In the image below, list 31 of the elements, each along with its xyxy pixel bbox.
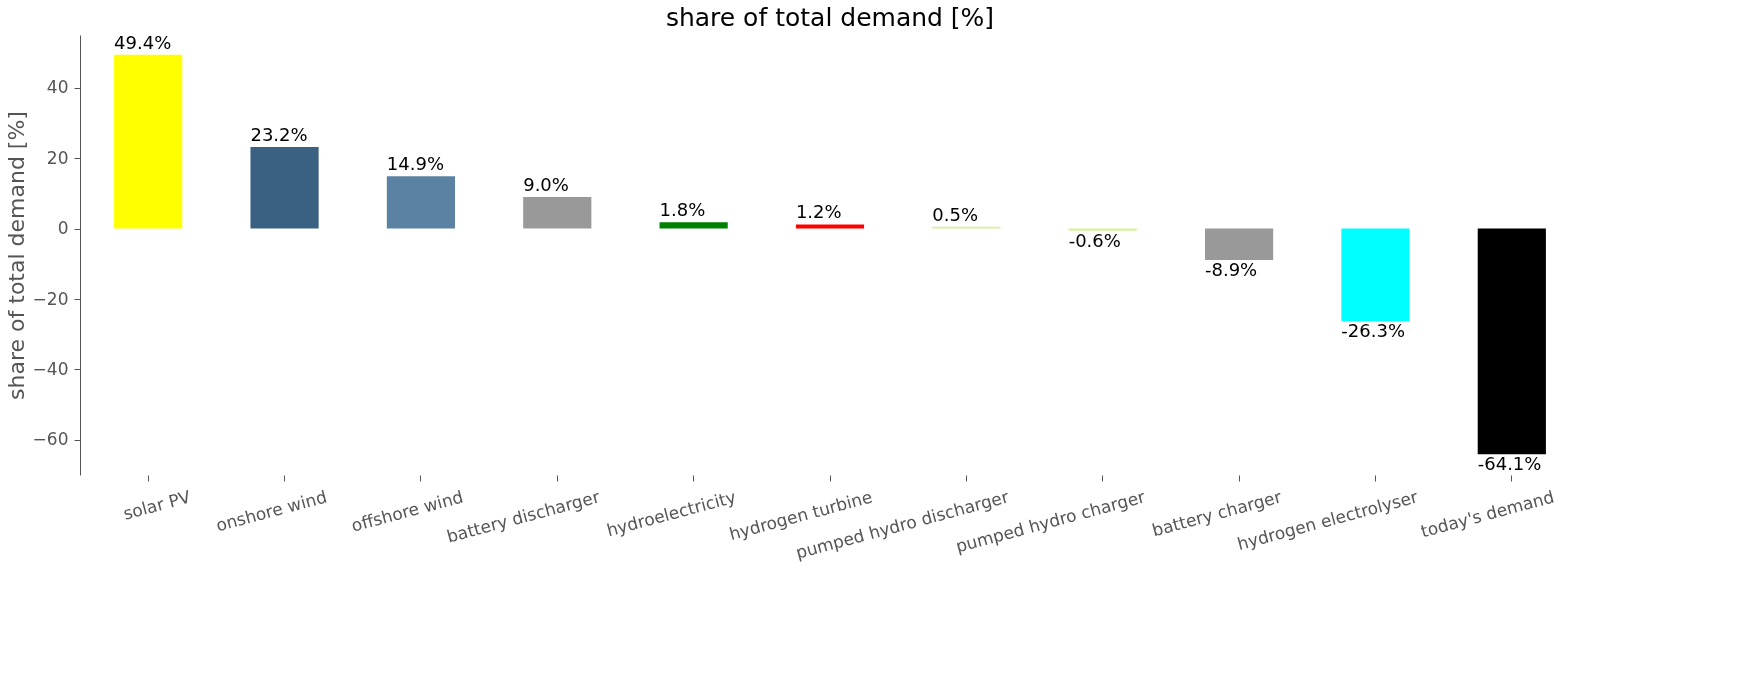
bar <box>1341 228 1410 322</box>
x-tick-label: solar PV <box>121 486 193 524</box>
bar <box>250 146 319 229</box>
y-tick-label: 20 <box>46 147 69 168</box>
bar <box>1205 228 1274 260</box>
data-label: 1.8% <box>659 199 706 221</box>
bar <box>1068 228 1137 231</box>
y-tick-label: −60 <box>32 429 69 450</box>
bar <box>1477 228 1546 455</box>
data-label: -0.6% <box>1068 229 1121 251</box>
bar <box>114 54 183 229</box>
x-tick-label: onshore wind <box>213 486 329 536</box>
y-tick-label: −20 <box>32 288 69 309</box>
data-label: -64.1% <box>1477 453 1542 475</box>
data-label: 0.5% <box>932 203 979 225</box>
data-label: 23.2% <box>250 123 308 145</box>
y-tick-label: 40 <box>46 77 69 98</box>
bar <box>659 222 728 229</box>
bar <box>386 176 455 229</box>
y-tick-label: −40 <box>32 358 69 379</box>
y-axis-title: share of total demand [%] <box>3 111 29 400</box>
y-tick-label: 0 <box>57 218 69 239</box>
data-label: -26.3% <box>1341 320 1406 342</box>
data-label: -8.9% <box>1205 258 1258 280</box>
bar <box>795 224 865 229</box>
data-label: 1.2% <box>795 201 842 223</box>
bar <box>523 196 592 229</box>
data-label: 14.9% <box>386 153 445 175</box>
data-label: 9.0% <box>523 173 569 195</box>
data-label: 49.4% <box>114 31 172 53</box>
chart-title: share of total demand [%] <box>665 2 995 32</box>
